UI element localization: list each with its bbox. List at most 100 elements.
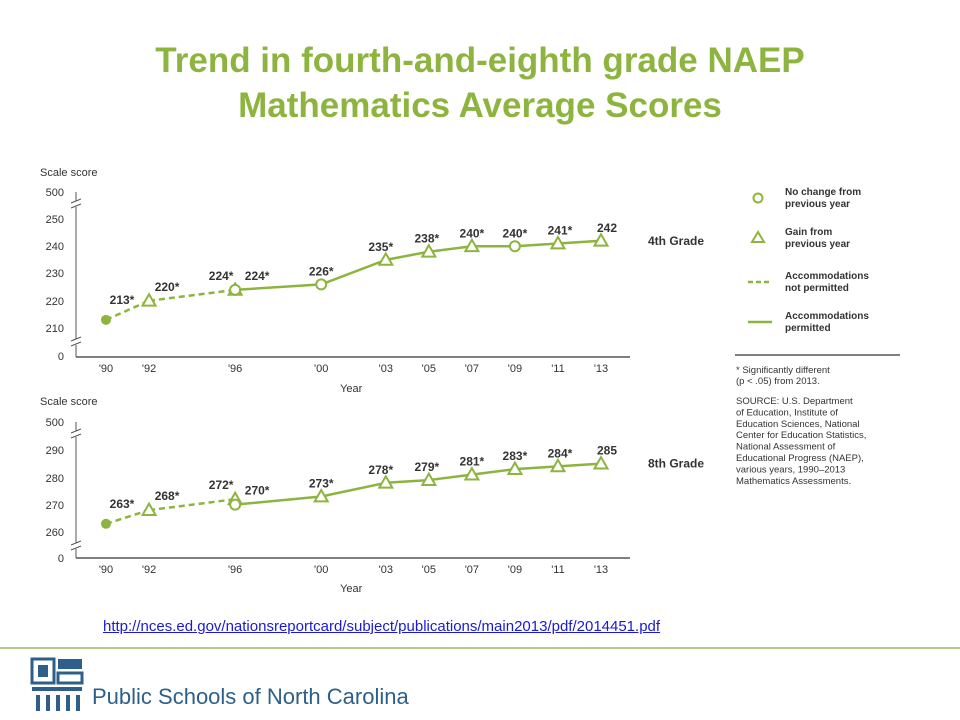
series-segment — [148, 497, 236, 512]
data-label: 284* — [548, 446, 573, 460]
axis-break-gap — [72, 201, 81, 207]
series-segment — [148, 288, 236, 302]
x-tick-label: '96 — [228, 564, 242, 576]
chart-8th-grade: Scale score 500 290 280 270 260 0 '90 '92 '96 '00 '… — [40, 396, 704, 595]
series-segment — [320, 258, 387, 286]
y-tick-label: 500 — [46, 417, 64, 429]
x-tick-label: '07 — [465, 564, 479, 576]
legend-label: not permitted — [785, 283, 849, 294]
y-axis-label: Scale score — [40, 167, 97, 179]
data-point-gain — [420, 243, 438, 258]
data-point-gain — [463, 237, 481, 253]
data-point-gain — [377, 251, 395, 266]
y-tick-label: 260 — [46, 527, 64, 539]
legend-circle-icon — [752, 192, 764, 204]
legend-label: previous year — [785, 199, 850, 210]
data-label: 224* — [209, 269, 234, 283]
data-label: 273* — [309, 476, 334, 490]
data-point-filled — [101, 518, 111, 529]
x-tick-label: '09 — [508, 363, 522, 375]
data-point-gain — [140, 501, 158, 517]
legend-label: Gain from — [785, 227, 832, 238]
legend-triangle-icon — [750, 230, 766, 243]
axis-break-mark — [70, 428, 82, 434]
axis-break-mark — [70, 433, 82, 439]
slide-title-line2: Mathematics Average Scores — [238, 86, 722, 125]
x-tick-label: '09 — [508, 564, 522, 576]
data-point-filled — [101, 314, 111, 325]
slide-title: Trend in fourth-and-eighth grade NAEP Ma… — [40, 38, 920, 128]
y-tick-label: 0 — [58, 553, 64, 565]
series-segment — [557, 462, 602, 468]
series-segment — [235, 283, 322, 292]
series-segment — [428, 245, 473, 253]
data-label: 285 — [597, 444, 617, 458]
data-point-gain — [506, 460, 524, 476]
data-label: 242 — [597, 221, 617, 235]
data-label: 263* — [110, 497, 135, 511]
data-point-gain — [312, 487, 330, 503]
data-label: 226* — [309, 264, 334, 278]
source-link[interactable]: http://nces.ed.gov/nationsreportcard/sub… — [103, 618, 661, 635]
legend-label: Accommodations — [785, 311, 869, 322]
data-label: 240* — [503, 226, 528, 240]
chart-4th-grade: Scale score 500 250 240 230 220 210 0 '90 '92 '96 '… — [40, 167, 704, 395]
data-point-gain — [377, 474, 395, 489]
y-tick-label: 210 — [46, 323, 64, 335]
y-tick-label: 280 — [46, 473, 64, 485]
y-tick-label: 250 — [46, 214, 64, 226]
data-point-gain — [592, 455, 610, 470]
series-segment — [385, 250, 430, 262]
data-point-gain — [549, 235, 567, 250]
x-tick-label: '07 — [465, 363, 479, 375]
series-segment — [428, 473, 473, 482]
source-note: of Education, Institute of — [736, 407, 838, 418]
x-tick-label: '03 — [379, 564, 393, 576]
data-point-nochange — [315, 278, 328, 291]
y-tick-label: 0 — [58, 351, 64, 363]
legend-label: permitted — [785, 323, 831, 334]
axis-break-mark — [70, 545, 82, 551]
series-segment — [557, 239, 602, 245]
x-tick-label: '13 — [594, 363, 608, 375]
slide-title-line1: Trend in fourth-and-eighth grade NAEP — [155, 41, 805, 80]
legend-label: previous year — [785, 239, 850, 250]
significance-note: * Significantly different — [736, 365, 830, 376]
data-point-nochange — [229, 498, 242, 511]
x-tick-label: '92 — [142, 363, 156, 375]
x-tick-label: '11 — [551, 363, 565, 375]
y-axis-label: Scale score — [40, 396, 97, 408]
series-segment — [235, 495, 322, 506]
data-label: 224* — [245, 269, 270, 283]
data-label: 270* — [245, 484, 270, 498]
x-tick-label: '92 — [142, 564, 156, 576]
x-axis-label: Year — [340, 383, 363, 395]
series-segment — [105, 299, 150, 321]
source-note: Mathematics Assessments. — [736, 476, 851, 487]
series-label: 4th Grade — [648, 234, 704, 248]
data-point-gain — [549, 457, 567, 473]
axis-break-mark — [70, 341, 82, 347]
axis-break-gap — [72, 431, 81, 437]
x-tick-label: '13 — [594, 564, 608, 576]
series-segment — [320, 481, 387, 498]
x-tick-label: '05 — [422, 564, 436, 576]
data-label: 235* — [368, 240, 393, 254]
series-segment — [514, 242, 559, 248]
y-tick-label: 270 — [46, 500, 64, 512]
axis-break-mark — [70, 203, 82, 209]
significance-note: (p < .05) from 2013. — [736, 376, 820, 387]
source-note: Center for Education Statistics, — [736, 430, 866, 441]
axis-break-mark — [70, 540, 82, 546]
data-label: 283* — [503, 449, 528, 463]
x-tick-label: '00 — [314, 564, 328, 576]
source-note: National Assessment of — [736, 442, 836, 453]
x-tick-label: '90 — [99, 564, 113, 576]
data-label: 220* — [155, 280, 180, 294]
data-point-gain — [463, 466, 481, 481]
data-point-gain — [420, 471, 438, 486]
source-note: SOURCE: U.S. Department — [736, 396, 853, 407]
legend-label: Accommodations — [785, 271, 869, 282]
series-segment — [385, 478, 429, 485]
footer-divider — [0, 647, 960, 649]
